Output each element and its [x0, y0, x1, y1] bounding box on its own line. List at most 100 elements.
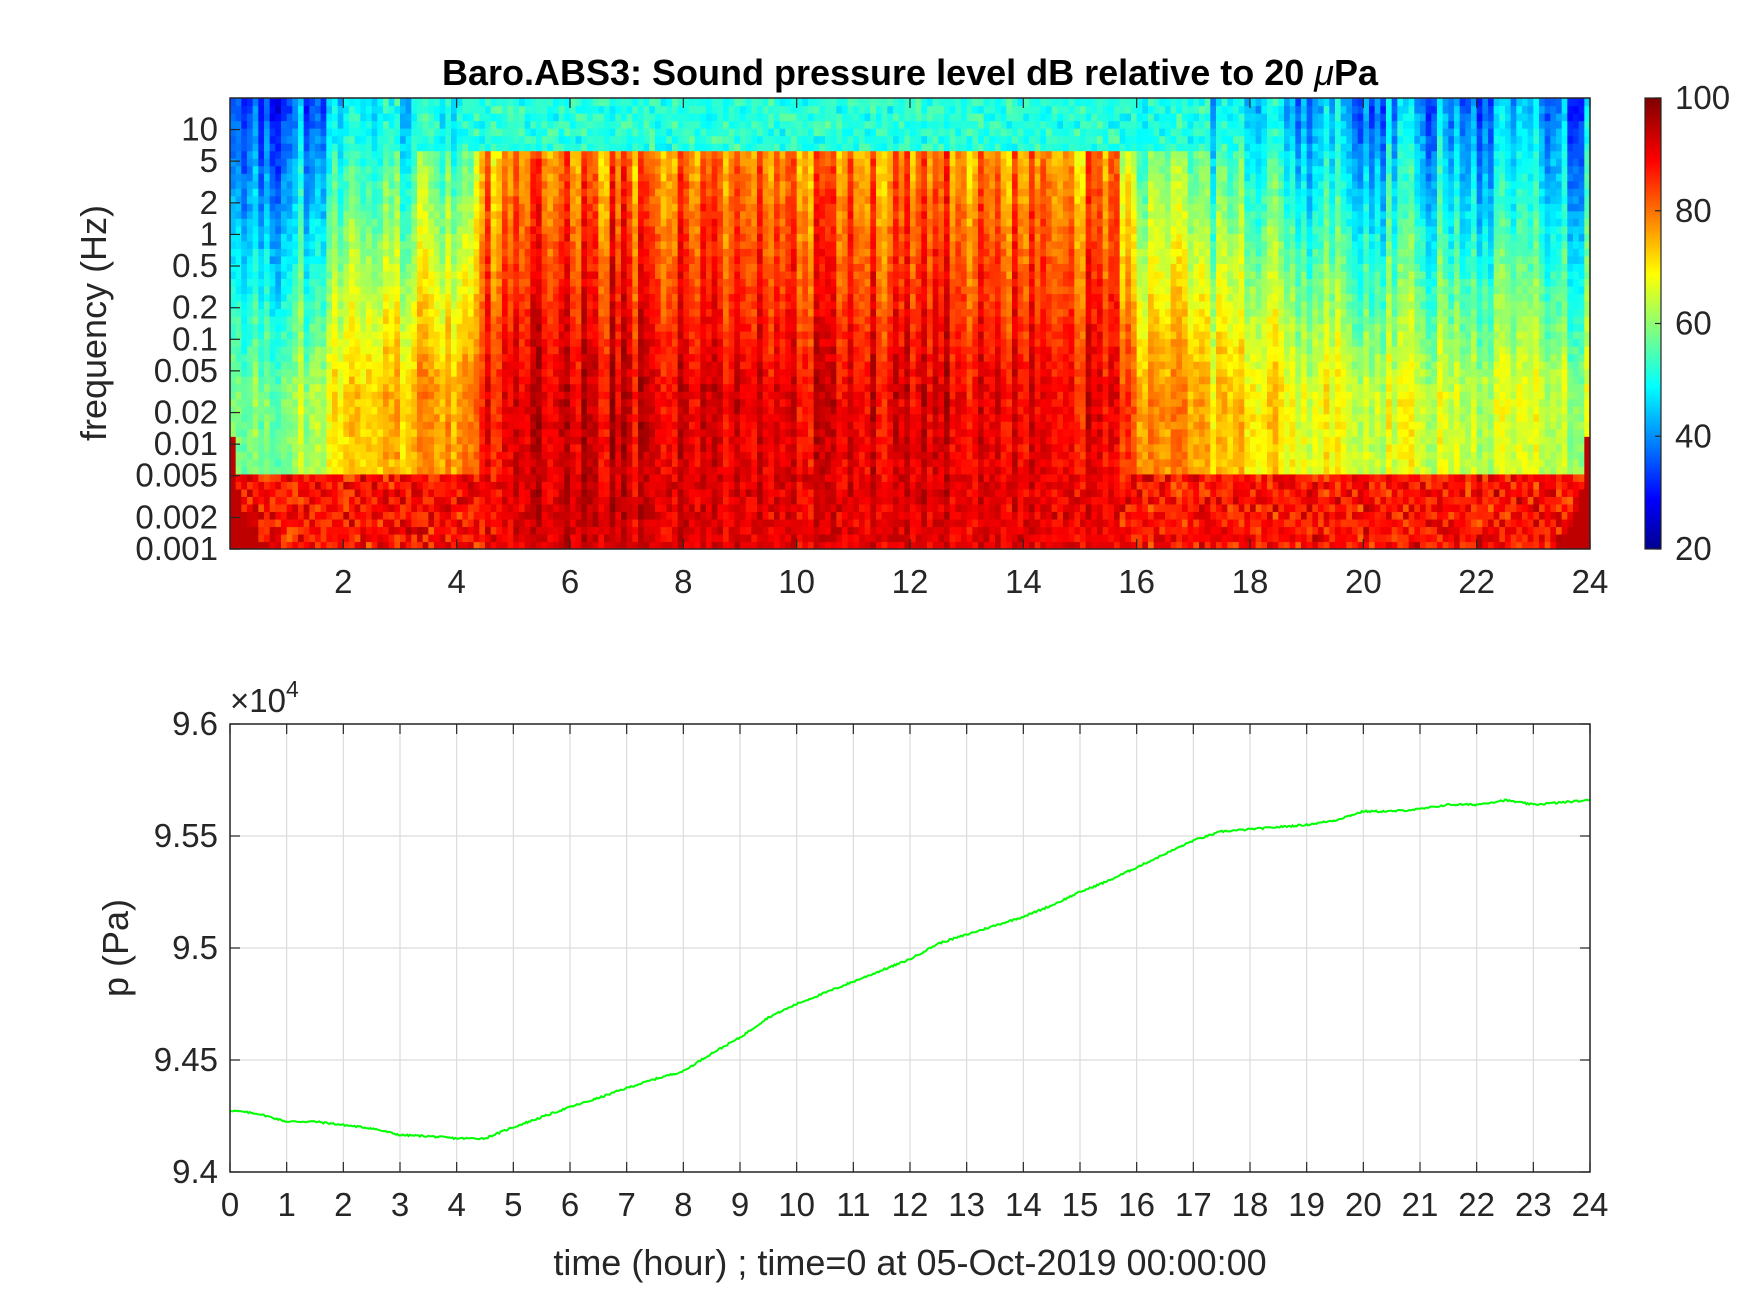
spectrogram-cell: [354, 436, 361, 445]
spectrogram-cell: [536, 511, 543, 520]
spectrogram-cell: [485, 406, 492, 415]
spectrogram-cell: [502, 278, 509, 287]
spectrogram-cell: [286, 443, 293, 452]
spectrogram-cell: [581, 323, 588, 332]
spectrogram-cell: [649, 368, 656, 377]
spectrogram-cell: [485, 308, 492, 317]
spectrogram-cell: [445, 421, 452, 430]
spectrogram-cell: [604, 218, 611, 227]
spectrogram-cell: [275, 165, 282, 174]
spectrogram-cell: [320, 188, 327, 197]
spectrogram-cell: [309, 165, 316, 174]
spectrogram-cell: [666, 458, 673, 467]
spectrogram-cell: [541, 331, 548, 340]
spectrogram-cell: [592, 98, 599, 107]
spectrogram-cell: [388, 173, 395, 182]
spectrogram-cell: [405, 503, 412, 513]
spectrogram-cell: [473, 300, 480, 310]
spectrogram-cell: [298, 473, 305, 482]
spectrogram-cell: [502, 143, 509, 152]
spectrogram-cell: [485, 173, 492, 182]
spectrogram-cell: [400, 248, 407, 257]
spectrogram-cell: [456, 105, 463, 114]
spectrogram-cell: [303, 398, 310, 407]
spectrogram-cell: [388, 443, 395, 452]
spectrogram-cell: [507, 488, 514, 497]
spectrogram-cell: [524, 315, 531, 325]
spectrogram-cell: [252, 173, 259, 182]
spectrogram-cell: [298, 113, 305, 122]
spectrogram-cell: [507, 308, 514, 317]
spectrogram-cell: [439, 488, 446, 497]
spectrogram-cell: [632, 203, 639, 212]
spectrogram-cell: [609, 436, 616, 445]
spectrogram-cell: [309, 113, 316, 122]
spectrogram-cell: [252, 195, 259, 204]
spectrogram-cell: [581, 526, 588, 535]
spectrogram-cell: [485, 263, 492, 272]
spectrogram-cell: [383, 361, 390, 370]
spectrogram-cell: [309, 331, 316, 340]
spectrogram-cell: [683, 263, 690, 272]
spectrogram-cell: [400, 270, 407, 279]
spectrogram-cell: [264, 466, 271, 475]
spectrogram-cell: [411, 533, 418, 543]
spectrogram-cell: [298, 346, 305, 355]
spectrogram-cell: [445, 248, 452, 257]
spectrogram-cell: [541, 135, 548, 144]
spectrogram-cell: [581, 300, 588, 310]
spectrogram-cell: [388, 135, 395, 144]
spectrogram-cell: [632, 210, 639, 219]
spectrogram-cell: [541, 413, 548, 422]
spectrogram-cell: [360, 248, 367, 257]
spectrogram-cell: [417, 413, 424, 422]
spectrogram-cell: [303, 263, 310, 272]
spectrogram-cell: [575, 240, 582, 249]
spectrogram-cell: [581, 255, 588, 264]
spectrogram-cell: [428, 120, 435, 129]
spectrogram-cell: [439, 143, 446, 152]
spectrogram-cell: [507, 188, 514, 197]
spectrogram-cell: [360, 165, 367, 174]
spectrogram-cell: [490, 368, 497, 377]
spectrogram-cell: [326, 278, 333, 287]
spectrogram-cell: [677, 300, 684, 310]
spectrogram-cell: [683, 315, 690, 325]
spectrogram-cell: [349, 406, 356, 415]
spectrogram-cell: [638, 376, 645, 385]
spectrogram-cell: [326, 361, 333, 370]
spectrogram-cell: [456, 173, 463, 182]
spectrogram-cell: [519, 398, 526, 407]
spectrogram-cell: [258, 120, 265, 129]
spectrogram-cell: [570, 285, 577, 295]
spectrogram-cell: [479, 541, 486, 549]
spectrogram-cell: [587, 376, 594, 385]
spectrogram-cell: [638, 285, 645, 295]
spectrogram-cell: [655, 203, 662, 212]
spectrogram-cell: [400, 383, 407, 392]
spectrogram-cell: [320, 255, 327, 264]
spectrogram-cell: [405, 293, 412, 302]
spectrogram-cell: [507, 173, 514, 182]
spectrogram-cell: [366, 353, 373, 362]
spectrogram-cell: [524, 481, 531, 490]
spectrogram-cell: [400, 210, 407, 219]
spectrogram-cell: [343, 353, 350, 362]
spectrogram-cell: [394, 240, 401, 249]
spectrogram-cell: [621, 285, 628, 295]
spectrogram-cell: [315, 105, 322, 114]
spectrogram-cell: [672, 488, 679, 497]
spectrogram-cell: [615, 353, 622, 362]
spectrogram-cell: [689, 511, 696, 520]
spectrogram-cell: [417, 120, 424, 129]
spectrogram-cell: [496, 308, 503, 317]
spectrogram-cell: [621, 451, 628, 460]
spectrogram-cell: [570, 300, 577, 310]
spectrogram-cell: [434, 496, 441, 505]
spectrogram-cell: [621, 481, 628, 490]
spectrogram-cell: [689, 98, 696, 107]
spectrogram-cell: [298, 105, 305, 114]
spectrogram-cell: [638, 113, 645, 122]
spectrogram-cell: [604, 263, 611, 272]
spectrogram-cell: [490, 383, 497, 392]
